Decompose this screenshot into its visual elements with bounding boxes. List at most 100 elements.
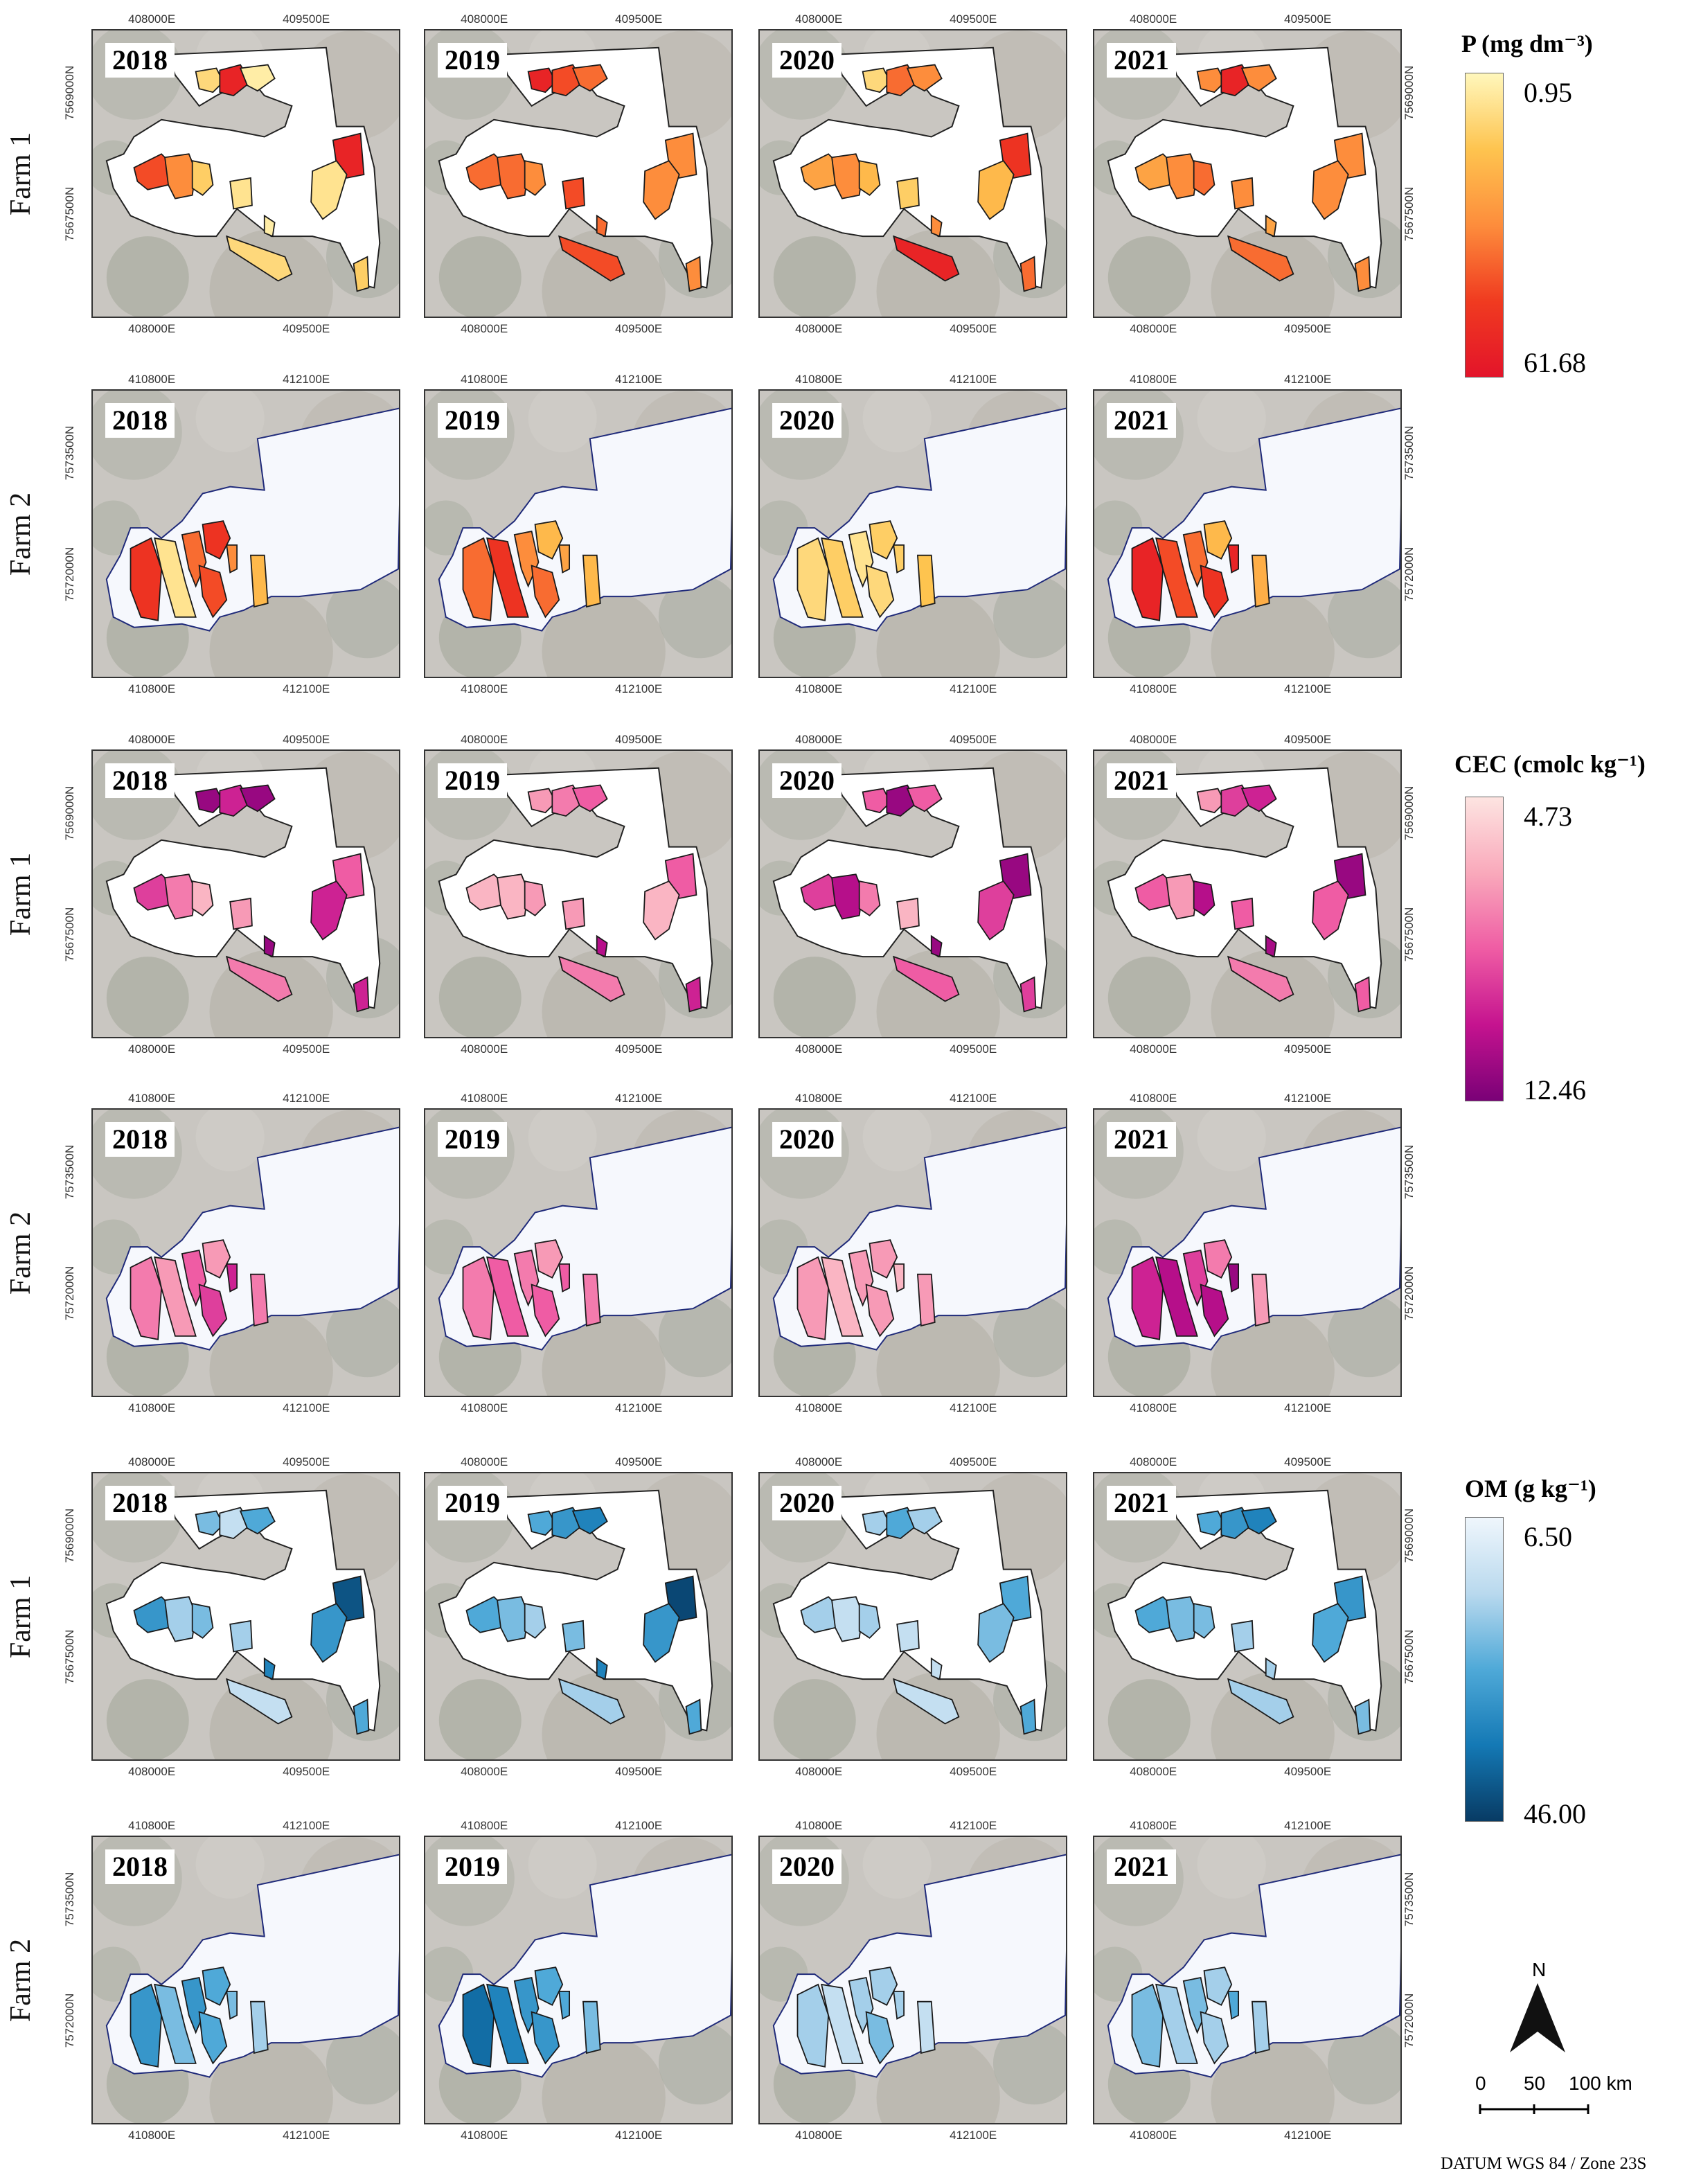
farm-boundary: [1107, 1489, 1382, 1732]
field-plot: [1196, 788, 1226, 814]
legend-min-value: 4.73: [1524, 801, 1572, 832]
year-label: 2019: [438, 43, 507, 78]
field-plot: [831, 153, 864, 199]
field-plot: [643, 1603, 680, 1663]
field-plot: [596, 1657, 608, 1680]
field-plot: [249, 1273, 269, 1327]
year-label: 2018: [105, 1122, 175, 1157]
background-texture: [992, 2022, 1066, 2105]
field-plot: [1166, 873, 1198, 920]
x-tick-label: 412100E: [950, 1092, 997, 1105]
field-plot: [869, 520, 898, 560]
year-label: 2021: [1107, 1122, 1176, 1157]
north-arrow-label: N: [1532, 1959, 1547, 1980]
field-plot: [198, 2011, 228, 2065]
field-plot: [1251, 1273, 1270, 1327]
x-tick-label: 410800E: [128, 2129, 176, 2142]
field-plot: [130, 1983, 163, 2068]
field-plot: [571, 64, 608, 92]
x-tick-label: 408000E: [128, 1455, 176, 1468]
map-panel-p-farm2-2019: 2019: [424, 389, 733, 678]
x-tick-label: 408000E: [128, 322, 176, 335]
field-plot: [229, 897, 253, 930]
x-tick-label: 412100E: [1284, 2129, 1332, 2142]
year-label: 2021: [1107, 763, 1176, 798]
year-label: 2018: [105, 763, 175, 798]
field-plot: [486, 537, 529, 618]
background-texture: [528, 1837, 597, 1899]
year-label: 2019: [438, 1486, 507, 1520]
year-label: 2018: [105, 403, 175, 438]
legend-max-value: 61.68: [1524, 347, 1586, 378]
x-tick-label: 408000E: [461, 1042, 508, 1056]
farm-boundary: [772, 1489, 1048, 1732]
field-plot: [865, 2011, 895, 2065]
field-plot: [558, 1678, 625, 1725]
field-plot: [893, 1990, 905, 2020]
x-tick-label: 409500E: [615, 733, 663, 746]
legend-color-ramp: [1465, 797, 1504, 1101]
background-texture: [773, 957, 856, 1037]
row-label-farm-2: Farm 2: [5, 492, 37, 576]
x-tick-label: 408000E: [1130, 1042, 1177, 1056]
row-label-farm-1: Farm 1: [5, 1574, 37, 1658]
legend-min-value: 0.95: [1524, 77, 1572, 108]
x-tick-label: 408000E: [795, 12, 843, 26]
x-tick-label: 408000E: [795, 733, 843, 746]
field-plot: [198, 565, 228, 619]
y-tick-label: 7572000N: [63, 1993, 77, 2048]
field-plot: [906, 64, 943, 92]
field-plot: [195, 1510, 224, 1536]
map-panel-om-farm2-2021: 2021: [1093, 1836, 1402, 2124]
x-tick-label: 410800E: [128, 1401, 176, 1414]
field-plot: [1155, 1983, 1198, 2064]
field-plot: [1203, 1239, 1233, 1279]
year-label: 2019: [438, 403, 507, 438]
farm-boundary: [772, 767, 1048, 1009]
map-panel-om-farm2-2020: 2020: [758, 1836, 1067, 2124]
row-label-farm-2: Farm 2: [5, 1938, 37, 2022]
field-plot: [821, 1256, 864, 1337]
background-texture: [106, 1679, 189, 1759]
x-tick-label: 409500E: [283, 1042, 330, 1056]
field-plot: [1240, 1507, 1277, 1535]
x-tick-label: 412100E: [1284, 1092, 1332, 1105]
farm-boundary: [772, 46, 1048, 289]
field-plot: [685, 976, 702, 1013]
scale-bar: [1479, 2104, 1589, 2114]
y-tick-label: 7573500N: [63, 425, 77, 480]
farm-boundary: [105, 46, 381, 289]
legend-color-ramp: [1465, 1517, 1504, 1822]
map-svg: [1094, 751, 1400, 1037]
field-plot: [1196, 67, 1226, 94]
field-plot: [558, 955, 625, 1002]
map-svg: [93, 30, 399, 317]
background-texture: [106, 236, 189, 317]
legend-title: CEC (cmolc kg⁻¹): [1454, 750, 1646, 778]
x-tick-label: 412100E: [950, 2129, 997, 2142]
map-panel-om-farm1-2019: 2019: [424, 1472, 733, 1761]
field-plot: [906, 784, 943, 813]
map-panel-cec-farm1-2018: 2018: [91, 749, 400, 1038]
x-tick-label: 410800E: [1130, 373, 1177, 386]
field-plot: [486, 1256, 529, 1337]
row-label-farm-1: Farm 1: [5, 132, 37, 215]
x-tick-label: 409500E: [950, 1455, 997, 1468]
field-plot: [202, 520, 231, 560]
background-texture: [1107, 1679, 1191, 1759]
year-label: 2019: [438, 1849, 507, 1884]
field-plot: [1231, 177, 1254, 210]
field-plot: [558, 1990, 571, 2020]
background-texture: [326, 1295, 399, 1378]
farm-boundary: [1107, 767, 1382, 1009]
field-plot: [831, 873, 864, 920]
field-plot: [1312, 1603, 1349, 1663]
x-tick-label: 409500E: [615, 1455, 663, 1468]
field-plot: [862, 1510, 891, 1536]
field-plot: [164, 153, 197, 199]
year-label: 2021: [1107, 1849, 1176, 1884]
field-plot: [1193, 1603, 1215, 1639]
field-plot: [1155, 537, 1198, 618]
field-plot: [582, 1273, 601, 1327]
map-panel-p-farm2-2018: 2018: [91, 389, 400, 678]
